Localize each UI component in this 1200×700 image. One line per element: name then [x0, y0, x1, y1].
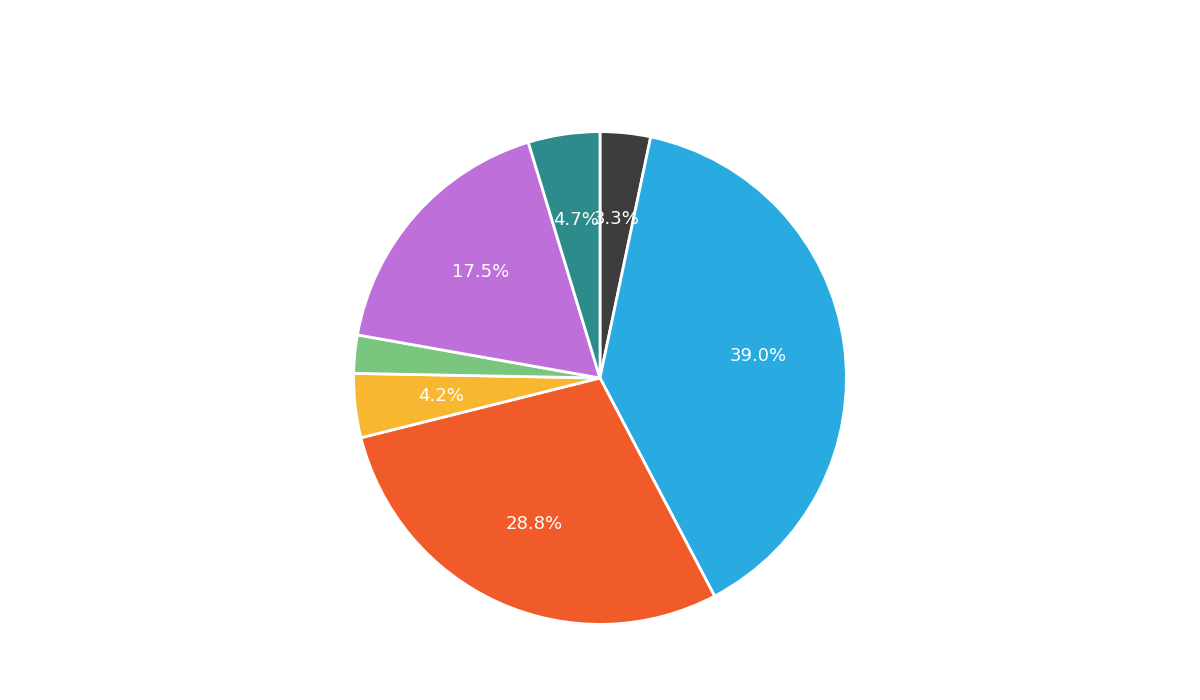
Text: 4.7%: 4.7% — [553, 211, 599, 229]
Text: 39.0%: 39.0% — [730, 347, 787, 365]
Wedge shape — [361, 378, 715, 624]
Wedge shape — [354, 373, 600, 438]
Wedge shape — [358, 142, 600, 378]
Text: 28.8%: 28.8% — [506, 515, 563, 533]
Wedge shape — [600, 137, 846, 596]
Text: 4.2%: 4.2% — [418, 387, 464, 405]
Text: 3.3%: 3.3% — [594, 210, 640, 228]
Legend: Multifamily, Office, Retail, Mixed-Use, Self Storage, Lodging, Industrial: Multifamily, Office, Retail, Mixed-Use, … — [211, 0, 989, 1]
Wedge shape — [354, 335, 600, 378]
Wedge shape — [528, 132, 600, 378]
Wedge shape — [600, 132, 650, 378]
Text: 17.5%: 17.5% — [451, 262, 509, 281]
